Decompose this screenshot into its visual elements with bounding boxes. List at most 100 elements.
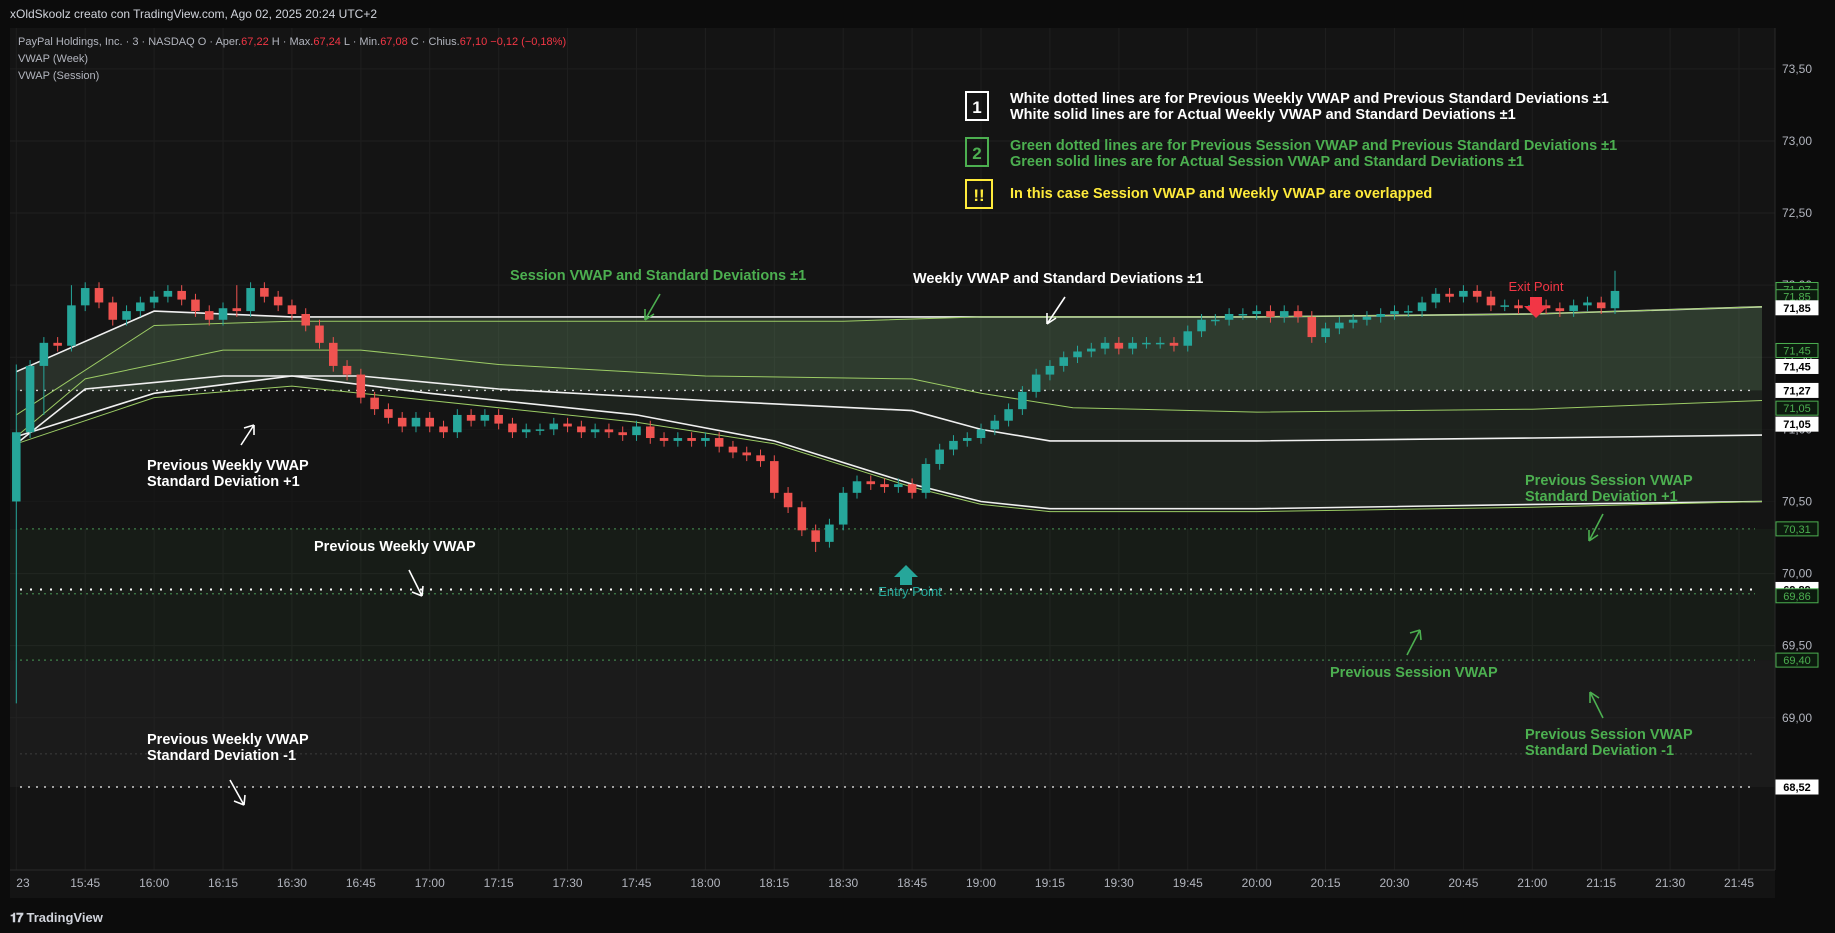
low-value: 67,08 [380,36,408,48]
price-label-box [1775,416,1819,432]
arrow-prev-session-sd-plus-icon [1588,513,1604,542]
candle-body [80,288,90,306]
prev-weekly-lower-shade [10,660,1775,788]
candle-body [1390,311,1399,314]
note-3-line-1: In this case Session VWAP and Weekly VWA… [1010,186,1432,202]
arrow-prev-weekly-sd-plus-icon [240,424,255,446]
price-chart[interactable]: 69,0069,5070,0070,5071,0071,5072,0072,50… [0,0,1835,900]
price-label-text: 71,27 [1783,385,1811,397]
indicator-vwap-week[interactable]: VWAP (Week) [18,53,89,65]
y-tick-label: 69,00 [1782,711,1812,725]
annotation-prev-weekly-sd-minus-1: Previous Weekly VWAP [147,732,309,748]
x-tick-label: 16:30 [277,876,307,890]
note-1-line-2: White solid lines are for Actual Weekly … [1010,107,1516,123]
candle-body [356,374,366,398]
candle-body [122,311,131,320]
x-tick-label: 20:45 [1448,876,1478,890]
candle-body [508,423,517,433]
annotations: Session VWAP and Standard Deviations ±1 … [147,268,1693,806]
x-tick-label: 18:45 [897,876,927,890]
exit-arrow-icon [1524,297,1548,318]
x-tick-label: 17:45 [621,876,651,890]
x-tick-label: 19:00 [966,876,996,890]
annotation-entry-point: Entry Point [878,584,942,599]
candle-body [1059,357,1068,366]
x-tick-label: 23 [16,876,30,890]
candle-body [549,423,559,430]
change-value: −0,12 (−0,18%) [490,36,567,48]
candle-body [1100,342,1110,349]
note-3-badge: !! [973,186,984,205]
candle-body [825,524,834,542]
session-sd-minus-line [16,385,1763,513]
candle-body [1472,290,1482,297]
x-tick-label: 19:30 [1104,876,1134,890]
candle-body [1142,342,1151,345]
indicator-vwap-session[interactable]: VWAP (Session) [18,70,100,82]
x-tick-label: 16:15 [208,876,238,890]
candle-body [287,305,297,314]
annotation-prev-weekly-vwap: Previous Weekly VWAP [314,539,476,555]
candle-body [797,507,807,531]
brand-name: TradingView [26,910,103,925]
candle-body [439,426,448,433]
x-tick-label: 21:45 [1724,876,1754,890]
annotation-prev-session-sd-minus-2: Standard Deviation -1 [1525,743,1674,759]
candle-body [1197,319,1206,332]
attribution-bar: xOldSkoolz creato con TradingView.com, A… [0,0,1835,28]
candle-body [1279,311,1289,317]
candle-body [535,429,545,431]
candle-body [1555,308,1565,312]
candle-body [1348,319,1358,323]
x-tick-label: 16:00 [139,876,169,890]
candle-body [563,423,572,427]
price-label-box [1775,400,1819,416]
price-label-box [1775,779,1819,795]
x-tick-label: 17:30 [553,876,583,890]
candle-body [301,314,310,326]
vwap-lines [15,306,1763,513]
candle-body [1431,293,1441,303]
candle-body [1335,322,1344,329]
note-3-badge-frame [965,179,993,209]
candle-body [907,484,917,493]
candle-body [990,420,1000,430]
candle-body [880,484,889,488]
tradingview-brand[interactable]: 𝟏𝟕 TradingView [10,910,103,926]
candle-body [1266,311,1275,317]
candle-body [494,414,503,424]
candle-body [632,426,641,436]
x-tick-label: 19:45 [1173,876,1203,890]
note-1-line-1: White dotted lines are for Previous Week… [1010,91,1609,107]
candle-body [204,311,214,320]
candle-body [1224,314,1234,320]
arrow-prev-weekly-vwap-icon [408,569,424,597]
candle-body [962,438,972,441]
axes: 69,0069,5070,0070,5071,0071,5072,0072,50… [10,28,1812,890]
close-value: 67,10 [459,36,488,48]
arrow-prev-session-sd-minus-icon [1589,691,1604,719]
candle-body [466,414,476,421]
candle-body [1169,342,1179,346]
price-label-box [1775,358,1819,374]
weekly-vwap-line [15,375,1763,445]
annotation-prev-session-sd-minus-1: Previous Session VWAP [1525,727,1693,743]
candle-body [1569,305,1578,312]
tradingview-logo-icon: 𝟏𝟕 [10,910,24,925]
open-value: 67,22 [241,36,269,48]
candle-body [1500,305,1510,307]
x-tick-label: 20:00 [1242,876,1272,890]
candle-body [67,305,76,346]
prev-session-band [10,528,1775,661]
annotation-session-vwap: Session VWAP and Standard Deviations ±1 [510,268,806,284]
candle-body [852,481,862,493]
candle-body [1445,293,1454,297]
candle-body [728,446,738,453]
candle-body [1114,342,1124,349]
candle-body [894,484,903,488]
symbol-name[interactable]: PayPal Holdings, Inc. · 3 · NASDAQ [18,36,195,48]
candle-body [838,492,848,525]
candle-body [191,299,200,312]
candle-body [315,325,324,343]
candle-body [163,290,173,297]
